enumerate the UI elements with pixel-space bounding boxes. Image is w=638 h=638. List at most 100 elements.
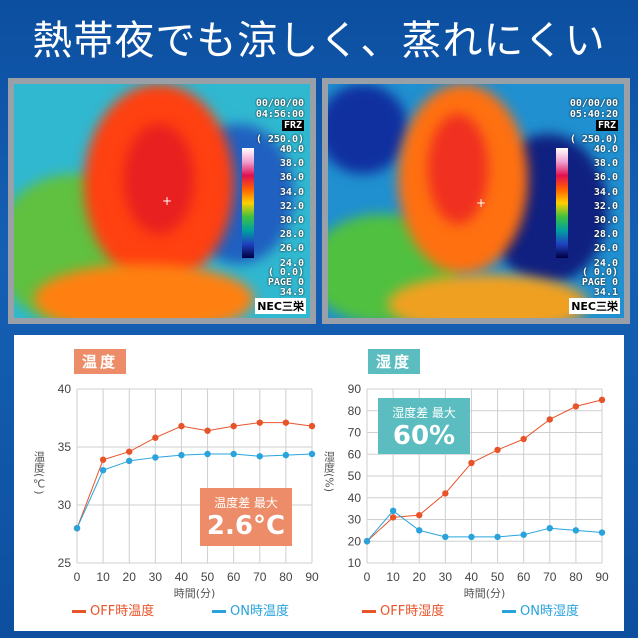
thermal-scale-label: 24.0: [279, 257, 304, 269]
x-axis-label: 時間(分): [464, 587, 506, 600]
series-line: [366, 510, 603, 542]
legend-label: OFF時湿度: [380, 603, 444, 619]
data-point: [494, 533, 501, 541]
thermal-scale-label: 38.0: [593, 158, 618, 170]
callout-value: 60%: [392, 421, 456, 451]
thermal-scale-label: 34.0: [279, 186, 304, 198]
data-point: [546, 525, 553, 532]
x-tick-label: 80: [279, 570, 293, 584]
data-point: [204, 450, 211, 458]
data-point: [363, 538, 371, 545]
data-point: [282, 419, 290, 426]
data-point: [204, 427, 211, 434]
data-point: [256, 453, 263, 460]
temperature-callout: 温度差 最大 2.6°C: [200, 488, 292, 546]
thermal-scale-label: 26.0: [593, 243, 618, 255]
data-point: [468, 459, 475, 467]
y-tick-label: 50: [348, 469, 362, 483]
callout-label: 温度差 最大: [214, 496, 278, 510]
data-point: [494, 446, 501, 454]
data-point: [468, 533, 475, 541]
thermal-time: 04:56:00: [255, 109, 304, 120]
thermal-range-bottom: ( 0.0): [267, 267, 304, 278]
x-tick-label: 20: [123, 570, 137, 584]
data-point: [73, 525, 81, 532]
callout-label: 湿度差 最大: [392, 406, 456, 420]
y-tick-label: 20: [348, 534, 362, 548]
thermal-color-scale: [556, 148, 568, 258]
thermal-date: 00/00/00: [569, 98, 618, 109]
thermal-scale-label: 36.0: [593, 172, 618, 184]
data-point: [308, 450, 316, 458]
data-point: [442, 533, 449, 541]
series-line: [76, 422, 313, 529]
charts-panel: 0 10 20 30 40 50 60 70 80 90 25 30 35 40 時間(分) 温度(℃) OFF…: [14, 335, 624, 631]
data-point: [178, 451, 185, 459]
y-tick-label: 25: [58, 556, 72, 570]
data-point: [389, 507, 397, 514]
page-title: 熱帯夜でも涼しく、蒸れにくい: [32, 18, 606, 64]
thermal-range-top: ( 250.0): [255, 134, 304, 145]
data-point: [99, 456, 107, 463]
thermal-scale-label: 36.0: [279, 172, 304, 184]
thermal-page: PAGE 0: [267, 277, 304, 288]
data-point: [546, 416, 553, 423]
x-tick-label: 20: [413, 570, 427, 584]
data-point: [256, 419, 263, 426]
humidity-tag: 湿度: [368, 349, 421, 374]
thermal-time: 05:40:20: [569, 109, 618, 120]
humidity-callout: 湿度差 最大 60%: [378, 398, 470, 454]
data-point: [520, 531, 527, 538]
data-point: [572, 527, 580, 534]
y-tick-label: 40: [348, 491, 362, 505]
y-tick-label: 30: [58, 498, 72, 512]
data-point: [230, 450, 237, 458]
y-tick-label: 80: [348, 404, 362, 418]
temperature-tag: 温度: [74, 349, 127, 374]
x-tick-label: 30: [149, 570, 163, 584]
y-tick-label: 10: [348, 556, 362, 570]
thermal-scale-label: 24.0: [593, 257, 618, 269]
legend-swatch: [502, 610, 516, 613]
legend-label: ON時湿度: [520, 603, 579, 619]
callout-value: 2.6°C: [206, 511, 286, 541]
x-tick-label: 40: [465, 570, 479, 584]
thermal-image-on: + 00/00/00 05:40:20 FRZ( 250.0) 40.0 38.0 36.…: [322, 78, 630, 324]
thermal-scale-label: 32.0: [279, 200, 304, 212]
thermal-scale-label: 40.0: [279, 144, 304, 155]
thermal-scale-label: 28.0: [279, 229, 304, 241]
thermal-mode: FRZ: [595, 120, 618, 131]
x-tick-label: 50: [491, 570, 505, 584]
data-point: [416, 527, 423, 534]
y-tick-label: 35: [58, 440, 72, 454]
data-point: [416, 511, 423, 519]
data-point: [598, 529, 606, 536]
data-point: [99, 467, 107, 474]
data-point: [152, 434, 159, 441]
data-point: [442, 490, 449, 497]
thermal-scale-label: 32.0: [593, 200, 618, 212]
y-tick-label: 40: [58, 382, 72, 396]
thermal-scale-label: 28.0: [593, 229, 618, 241]
thermal-scale-label: 26.0: [279, 243, 304, 255]
x-axis-label: 時間(分): [174, 587, 216, 600]
data-point: [152, 454, 159, 461]
data-point: [572, 403, 580, 410]
x-tick-label: 30: [439, 570, 453, 584]
x-tick-label: 70: [543, 570, 557, 584]
data-point: [126, 448, 133, 455]
legend-swatch: [362, 610, 376, 613]
data-point: [282, 451, 290, 459]
legend-swatch: [212, 610, 226, 613]
thermal-page: PAGE 0: [581, 277, 618, 288]
data-point: [178, 422, 185, 430]
legend-label: OFF時温度: [90, 603, 154, 619]
thermal-scale-label: 30.0: [279, 215, 304, 226]
thermal-scale-label: 40.0: [593, 144, 618, 155]
thermal-range-bottom: ( 0.0): [581, 267, 618, 278]
x-tick-label: 90: [305, 570, 319, 584]
series-line: [366, 399, 603, 542]
thermal-color-scale: [242, 148, 254, 258]
x-tick-label: 50: [201, 570, 215, 584]
x-tick-label: 10: [386, 570, 400, 584]
